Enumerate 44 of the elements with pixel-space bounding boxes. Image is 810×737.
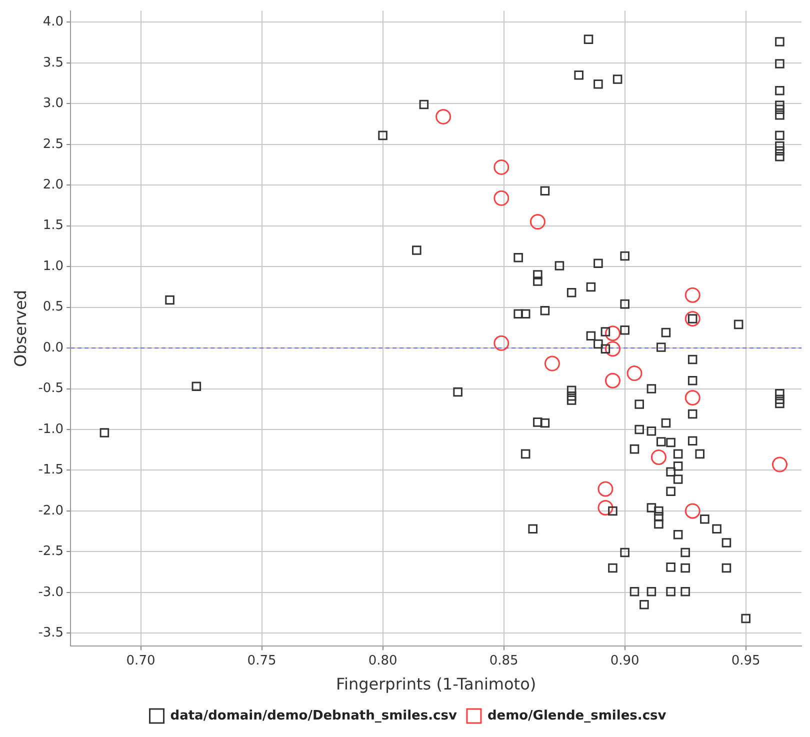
x-tick-label: 0.95 [731,653,760,668]
point [530,214,546,230]
y-tick-label: -2.0 [38,503,64,518]
y-tick-label: 3.5 [42,55,64,70]
point [598,500,614,516]
point [544,356,560,372]
point [494,159,510,175]
y-tick-label: 0.5 [42,300,64,315]
y-tick-label: 2.0 [42,178,64,193]
point [494,335,510,351]
legend-label: data/domain/demo/Debnath_smiles.csv [170,708,458,724]
point [650,449,666,465]
y-tick-label: -3.0 [38,584,64,600]
point [684,503,700,519]
point [436,108,452,124]
y-tick-label: -1.5 [38,462,64,478]
point [684,287,700,303]
point [684,310,700,326]
y-tick-label: -2.5 [38,544,64,560]
y-tick-label: 1.0 [42,258,64,274]
y-tick-label: 3.0 [42,96,64,112]
x-tick-label: 0.85 [489,653,518,668]
y-tick-label: 2.5 [42,136,64,152]
y-tick-label: -0.5 [38,381,64,396]
x-tick-label: 0.70 [126,653,156,668]
y-tick-label: -3.5 [38,626,64,641]
point [626,366,642,382]
x-tick-label: 0.90 [610,653,640,668]
legend-label: demo/Glende_smiles.csv [487,708,667,724]
x-tick-label: 0.75 [247,653,276,668]
point [604,341,620,357]
y-tick-label: 1.5 [42,218,64,234]
point [604,372,620,388]
point [494,190,510,206]
point [598,481,614,497]
y-tick-label: -1.0 [38,422,64,437]
y-axis-title: Observed [10,290,30,367]
x-tick-label: 0.80 [368,653,398,668]
point [684,390,700,406]
y-tick-label: 4.0 [42,14,64,30]
x-axis-title: Fingerprints (1-Tanimoto) [336,674,536,694]
point [604,326,620,342]
y-tick-label: 0.0 [42,340,64,356]
point [772,456,788,472]
